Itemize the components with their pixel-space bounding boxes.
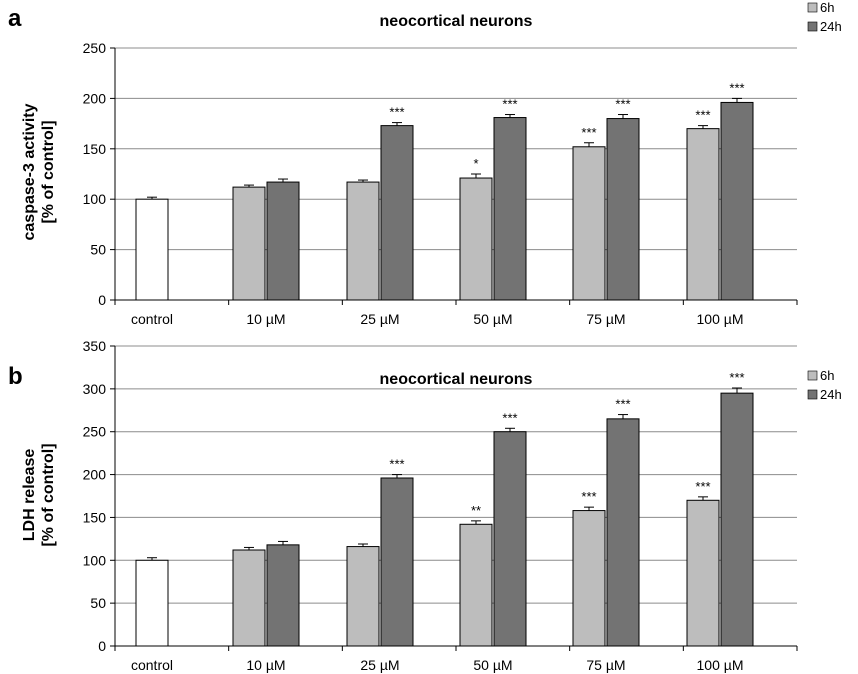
bar — [572, 146, 606, 301]
significance-label: *** — [581, 489, 596, 504]
significance-label: *** — [389, 105, 404, 120]
x-tick-label: 75 µM — [586, 311, 625, 327]
x-tick-label: 25 µM — [360, 311, 399, 327]
legend-swatch — [807, 2, 818, 13]
bar — [135, 198, 169, 301]
x-tick-label: 25 µM — [360, 657, 399, 673]
bar — [232, 186, 266, 301]
y-tick-label: 200 — [83, 90, 107, 106]
significance-label: *** — [615, 97, 630, 112]
x-tick-label: 10 µM — [246, 657, 285, 673]
panel-label: a — [8, 5, 22, 32]
significance-label: *** — [581, 125, 596, 140]
bar — [720, 101, 754, 301]
y-tick-label: 200 — [83, 467, 107, 483]
y-tick-label: 0 — [98, 292, 106, 308]
bar — [686, 499, 720, 647]
x-tick-label: 75 µM — [586, 657, 625, 673]
y-tick-label: 150 — [83, 509, 107, 525]
x-tick-label: 100 µM — [697, 311, 744, 327]
significance-label: ** — [471, 503, 481, 518]
legend-swatch — [807, 370, 818, 381]
significance-label: * — [473, 156, 478, 171]
chart-panel-b: b neocortical neurons 0 50 100 150 200 250 300 35… — [8, 338, 842, 673]
chart-title: neocortical neurons — [380, 13, 533, 30]
legend-label: 6h — [820, 0, 834, 15]
significance-label: *** — [729, 80, 744, 95]
significance-label: *** — [729, 370, 744, 385]
chart-panel-a: a neocortical neurons 0 50 100 150 200 250 contr… — [8, 0, 842, 327]
significance-label: *** — [615, 397, 630, 412]
bar — [686, 128, 720, 301]
x-tick-label: 100 µM — [697, 657, 744, 673]
bar — [380, 477, 414, 647]
bar — [266, 181, 300, 301]
bar — [493, 117, 527, 301]
x-tick-label: 50 µM — [473, 311, 512, 327]
significance-label: *** — [695, 108, 710, 123]
significance-label: *** — [502, 97, 517, 112]
y-tick-label: 100 — [83, 552, 107, 568]
y-tick-label: 300 — [83, 381, 107, 397]
bar — [346, 181, 380, 301]
legend-label: 24h — [820, 387, 842, 402]
y-tick-label: 250 — [83, 424, 107, 440]
significance-label: *** — [389, 457, 404, 472]
x-tick-label: 10 µM — [246, 311, 285, 327]
significance-label: *** — [502, 410, 517, 425]
bar — [380, 125, 414, 301]
bar — [606, 118, 640, 301]
panel-label: b — [8, 363, 23, 390]
bar — [572, 510, 606, 647]
y-tick-label: 350 — [83, 338, 107, 354]
x-tick-label: 50 µM — [473, 657, 512, 673]
bar — [459, 523, 493, 647]
bar — [720, 392, 754, 647]
y-axis-label: caspase-3 activity — [21, 103, 38, 240]
bar — [266, 544, 300, 647]
legend-label: 6h — [820, 368, 834, 383]
chart-title: neocortical neurons — [380, 371, 533, 388]
bar — [459, 177, 493, 301]
bar — [346, 546, 380, 647]
bar — [606, 418, 640, 647]
bar — [232, 549, 266, 647]
y-tick-label: 50 — [90, 595, 106, 611]
legend-swatch — [807, 389, 818, 400]
significance-label: *** — [695, 479, 710, 494]
bar — [493, 431, 527, 647]
y-tick-label: 100 — [83, 191, 107, 207]
legend-label: 24h — [820, 19, 842, 34]
legend-swatch — [807, 21, 818, 32]
y-axis-label: [% of control] — [40, 443, 57, 546]
y-tick-label: 250 — [83, 40, 107, 56]
y-axis-label: [% of control] — [40, 120, 57, 223]
x-tick-label: control — [131, 311, 173, 327]
y-tick-label: 50 — [90, 242, 106, 258]
y-tick-label: 0 — [98, 638, 106, 654]
bar — [135, 559, 169, 647]
y-axis-label: LDH release — [21, 449, 38, 542]
y-tick-label: 150 — [83, 141, 107, 157]
x-tick-label: control — [131, 657, 173, 673]
